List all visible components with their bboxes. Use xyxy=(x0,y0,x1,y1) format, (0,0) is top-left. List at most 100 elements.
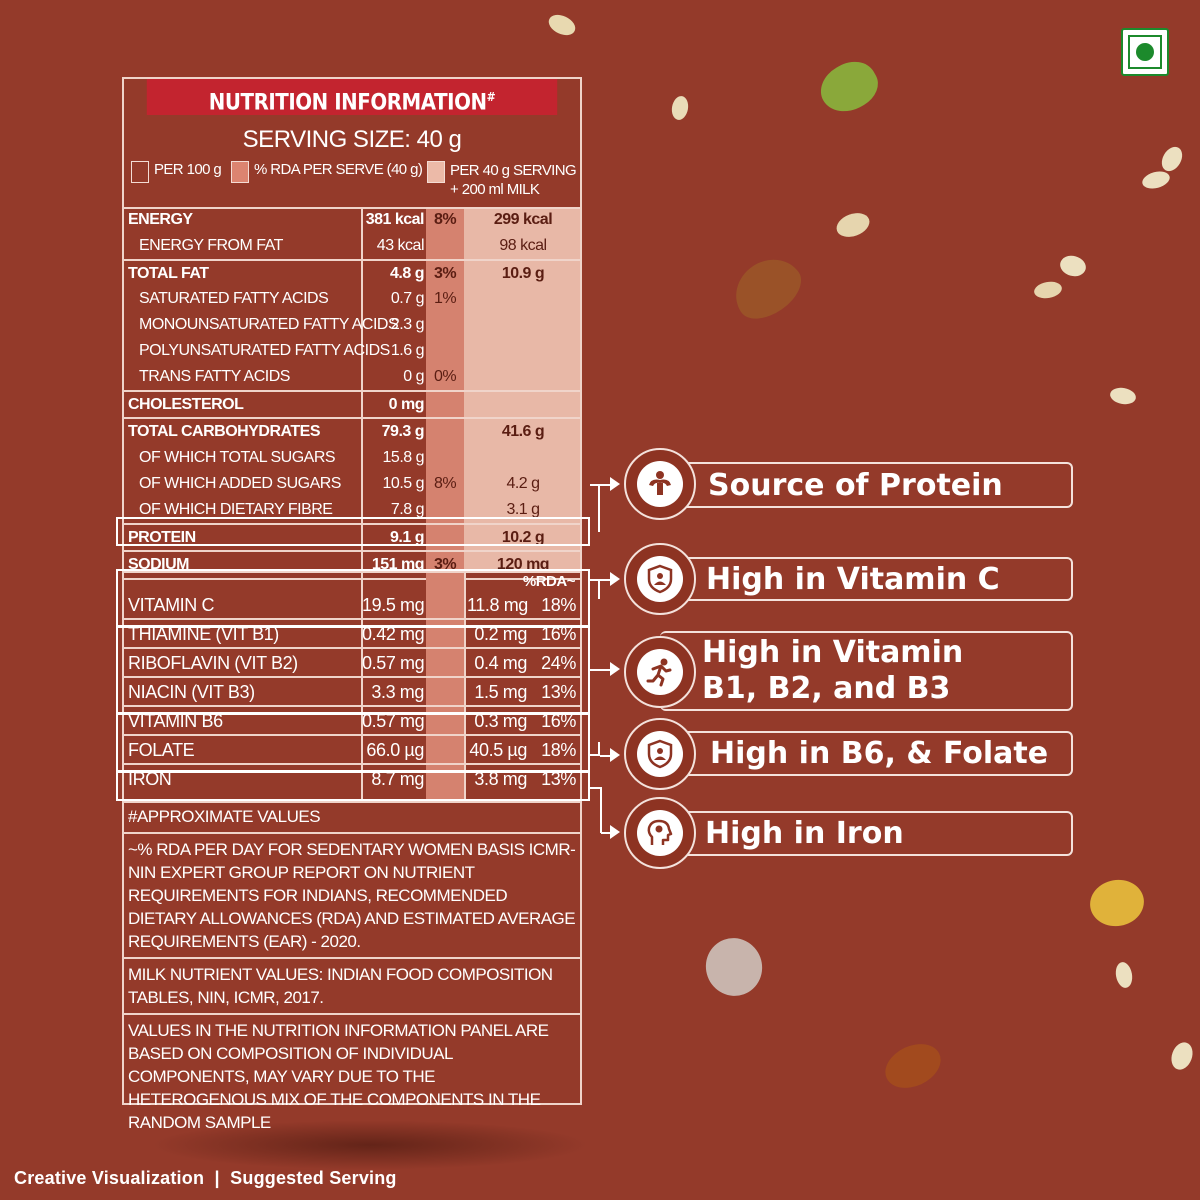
table-row: POLYUNSATURATED FATTY ACIDS 1.6 g xyxy=(124,338,580,364)
serving-size: SERVING SIZE: 40 g xyxy=(242,126,462,153)
cell-label: ENERGY xyxy=(128,211,193,228)
cell-milk: 299 kcal xyxy=(493,211,553,228)
table-row: TOTAL CARBOHYDRATES 79.3 g 41.6 g xyxy=(124,419,580,445)
milk-column-bg xyxy=(464,207,580,571)
table-row: ENERGY 381 kcal 8% 299 kcal xyxy=(124,207,580,233)
vit-cell-per100: 0.42 mg xyxy=(362,624,425,644)
vit-cell-milk: 40.5 µg xyxy=(469,740,527,760)
cell-rda: 8% xyxy=(433,211,457,228)
footnotes: #APPROXIMATE VALUES ~% RDA PER DAY FOR SE… xyxy=(124,801,580,1138)
table-row: CHOLESTEROL 0 mg xyxy=(124,392,580,418)
cell-per100: 381 kcal xyxy=(365,211,425,228)
legend-milk: PER 40 g SERVING + 200 ml MILK xyxy=(427,161,577,199)
cell-milk xyxy=(467,364,579,390)
rda-column-bg-vit xyxy=(426,571,464,801)
legend-box-per100 xyxy=(131,161,149,183)
legend-box-rda xyxy=(231,161,249,183)
cell-per100: 43 kcal xyxy=(376,236,425,254)
brain-head-icon xyxy=(624,797,696,869)
vit-cell-label: VITAMIN C xyxy=(128,595,215,615)
cell-per100: 10.5 g xyxy=(382,474,425,492)
shield-person-icon xyxy=(624,543,696,615)
rda-column-bg xyxy=(426,207,464,571)
vit-cell-rda: 18% xyxy=(541,740,576,760)
cell-rda xyxy=(428,419,462,445)
cell-label: SATURATED FATTY ACIDS xyxy=(139,290,329,308)
cell-label: SODIUM xyxy=(128,556,190,574)
vitamin-row: FOLATE 66.0 µg 40.5 µg 18% xyxy=(124,734,580,763)
vit-cell-per100: 8.7 mg xyxy=(371,769,424,789)
cell-milk xyxy=(467,312,579,338)
cell-label: PROTEIN xyxy=(128,528,196,546)
table-row: PROTEIN 9.1 g 10.2 g xyxy=(124,525,580,551)
vit-cell-per100: 0.57 mg xyxy=(362,653,425,673)
table-row: OF WHICH DIETARY FIBRE 7.8 g 3.1 g xyxy=(124,497,580,523)
footnote: ~% RDA PER DAY FOR SEDENTARY WOMEN BASIS… xyxy=(124,832,580,957)
cell-milk: 4.2 g xyxy=(506,474,540,492)
legend-rda: % RDA PER SERVE (40 g) xyxy=(231,161,423,183)
footer-caption: Creative Visualization | Suggested Servi… xyxy=(14,1168,397,1188)
runner-icon xyxy=(624,636,696,708)
muscle-icon xyxy=(624,448,696,520)
cell-rda xyxy=(428,497,462,523)
cell-rda xyxy=(428,338,462,364)
cell-label: ENERGY FROM FAT xyxy=(139,236,283,254)
cell-milk: 98 kcal xyxy=(499,236,547,254)
callout-iron-pill: High in Iron xyxy=(660,811,1073,856)
cell-milk: 10.9 g xyxy=(501,264,545,282)
cell-label: TOTAL CARBOHYDRATES xyxy=(128,423,320,441)
legend-box-milk xyxy=(427,161,445,183)
cell-label: POLYUNSATURATED FATTY ACIDS xyxy=(139,341,390,359)
cell-milk xyxy=(467,286,579,312)
vit-cell-label: THIAMINE (VIT B1) xyxy=(128,624,279,644)
cell-rda xyxy=(428,525,462,551)
vit-cell-label: VITAMIN B6 xyxy=(128,711,223,731)
nutrition-table: ENERGY 381 kcal 8% 299 kcal ENERGY FROM FAT 4… xyxy=(124,207,580,581)
cell-per100: 7.8 g xyxy=(390,500,425,518)
cell-milk: 3.1 g xyxy=(506,500,540,518)
cell-rda: 8% xyxy=(433,474,457,492)
table-row: TOTAL FAT 4.8 g 3% 10.9 g xyxy=(124,261,580,287)
cell-label: TRANS FATTY ACIDS xyxy=(139,367,290,385)
vit-cell-milk: 3.8 mg xyxy=(474,769,527,789)
cell-rda xyxy=(428,233,462,259)
cell-label: TOTAL FAT xyxy=(128,264,209,282)
cell-per100: 0 g xyxy=(403,367,424,385)
panel-title: NUTRITION INFORMATION# xyxy=(146,79,558,115)
cell-rda: 1% xyxy=(433,290,457,308)
cell-milk xyxy=(467,445,579,471)
cell-per100: 151 mg xyxy=(371,556,425,574)
vit-cell-per100: 3.3 mg xyxy=(371,682,424,702)
vitamin-row: VITAMIN C 19.5 mg 11.8 mg 18% xyxy=(124,591,580,618)
cell-per100: 4.8 g xyxy=(390,264,424,282)
cell-label: OF WHICH TOTAL SUGARS xyxy=(139,449,336,467)
vit-cell-milk: 1.5 mg xyxy=(474,682,527,702)
vit-cell-label: NIACIN (VIT B3) xyxy=(128,682,255,702)
vit-cell-label: RIBOFLAVIN (VIT B2) xyxy=(128,653,298,673)
cell-rda xyxy=(428,445,462,471)
vit-cell-milk: 0.4 mg xyxy=(474,653,527,673)
cell-rda xyxy=(428,312,462,338)
vit-cell-rda: 16% xyxy=(541,711,576,731)
rda-header: %RDA~ xyxy=(522,573,576,590)
footnote: MILK NUTRIENT VALUES: INDIAN FOOD COMPOS… xyxy=(124,957,580,1013)
cell-milk: 10.2 g xyxy=(501,528,545,546)
vitamin-row: NIACIN (VIT B3) 3.3 mg 1.5 mg 13% xyxy=(124,676,580,705)
callout-protein-pill: Source of Protein xyxy=(660,462,1073,508)
panel-shadow xyxy=(150,1120,590,1170)
callout-vitb-pill: High in Vitamin B1, B2, and B3 xyxy=(660,631,1073,711)
vit-cell-per100: 66.0 µg xyxy=(366,740,424,760)
vit-cell-rda: 18% xyxy=(541,595,576,615)
footnote: VALUES IN THE NUTRITION INFORMATION PANE… xyxy=(124,1013,580,1138)
cell-per100: 0.7 g xyxy=(390,290,425,308)
cell-label: CHOLESTEROL xyxy=(128,395,244,413)
shield-person-icon xyxy=(624,718,696,790)
callout-b6-pill: High in B6, & Folate xyxy=(660,731,1073,776)
vit-cell-rda: 13% xyxy=(541,682,576,702)
cell-milk xyxy=(467,392,579,418)
table-row: OF WHICH TOTAL SUGARS 15.8 g xyxy=(124,445,580,471)
vit-cell-milk: 0.3 mg xyxy=(474,711,527,731)
footnote: #APPROXIMATE VALUES xyxy=(124,801,580,832)
cell-milk xyxy=(467,338,579,364)
vitamin-row: IRON 8.7 mg 3.8 mg 13% xyxy=(124,763,580,792)
